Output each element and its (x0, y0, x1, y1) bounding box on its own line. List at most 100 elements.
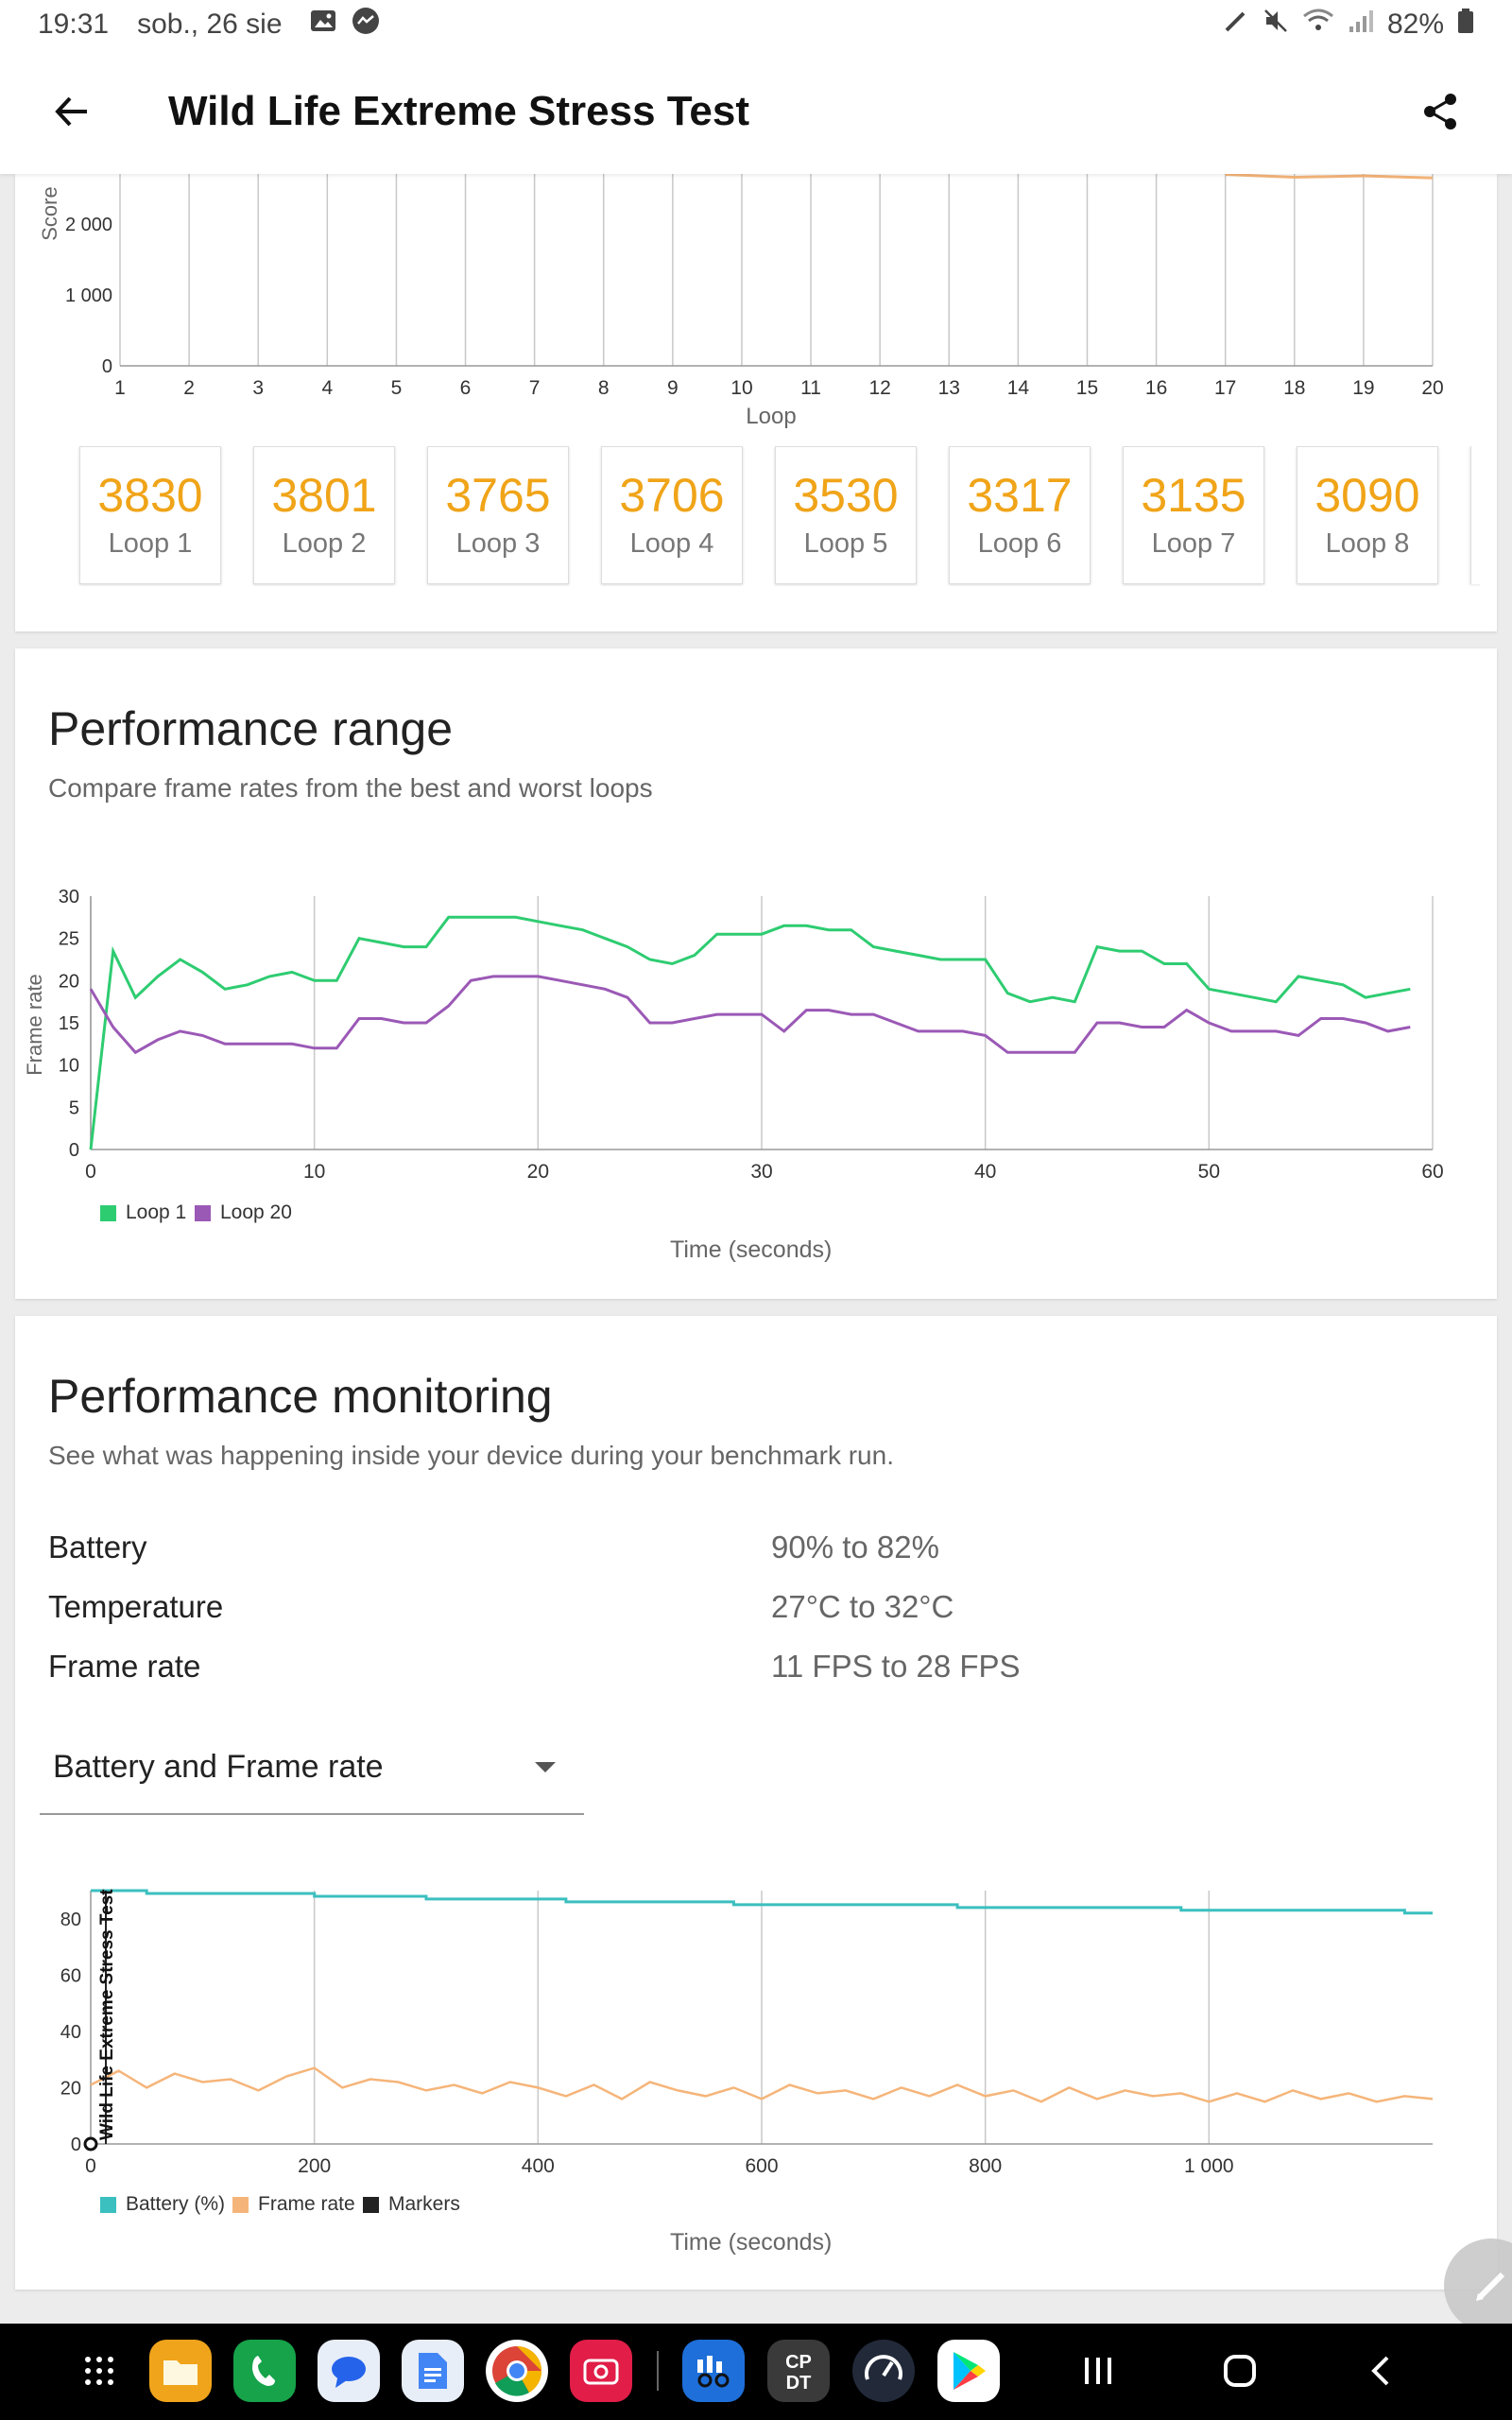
info-value-frame-rate: 11 FPS to 28 FPS (771, 1649, 1021, 1684)
back-nav-button[interactable] (1353, 2342, 1410, 2399)
x-tick-label: 7 (529, 377, 541, 399)
x-tick-label: 800 (969, 2155, 1002, 2177)
x-tick-label: 600 (745, 2155, 778, 2177)
performance-monitoring-subtitle: See what was happening inside your devic… (48, 1441, 894, 1470)
x-tick-label: 1 000 (1184, 2155, 1234, 2177)
loop1-series-line (89, 915, 1411, 1150)
status-time: 19:31 (38, 9, 110, 40)
score-series-line (1225, 174, 1434, 180)
dropdown-value: Battery and Frame rate (53, 1749, 384, 1785)
legend-framerate[interactable]: Frame rate (232, 2193, 355, 2216)
x-tick-label: 16 (1145, 377, 1167, 399)
cpu-dt-icon[interactable]: CP DT (767, 2340, 830, 2402)
loop-score-label: Loop 5 (803, 528, 888, 559)
y-tick-label: 15 (59, 1013, 79, 1034)
legend-swatch-markers (363, 2196, 379, 2213)
loop-score-card[interactable]: 3530 Loop 5 (775, 446, 917, 584)
x-tick-label: 10 (730, 377, 752, 399)
system-nav-bar (0, 2324, 1512, 2420)
legend-label: Frame rate (258, 2193, 355, 2215)
x-tick-label: 17 (1214, 377, 1236, 399)
legend-markers[interactable]: Markers (363, 2193, 460, 2216)
x-tick-label: 13 (938, 377, 960, 399)
loop-score-card[interactable]: 3765 Loop 3 (427, 446, 569, 584)
loop-score-card[interactable]: 3317 Loop 6 (949, 446, 1091, 584)
x-tick-label: 20 (527, 1161, 549, 1183)
legend-battery[interactable]: Battery (%) (100, 2193, 225, 2216)
info-value-battery: 90% to 82% (771, 1530, 939, 1564)
chevron-down-icon (535, 1762, 556, 1772)
mute-icon (1263, 8, 1289, 42)
pencil-icon (1476, 2272, 1505, 2301)
loop-score-card[interactable]: 3706 Loop 4 (601, 446, 743, 584)
loop-score-list[interactable]: 3830 Loop 1 3801 Loop 2 3765 Loop 3 3706 Loop 4… (62, 446, 1480, 586)
framerate-series-line (90, 2066, 1434, 2103)
performance-range-subtitle: Compare frame rates from the best and wo… (48, 773, 653, 803)
x-tick-label: 50 (1198, 1161, 1220, 1183)
battery-percent: 82% (1386, 9, 1444, 40)
play-store-icon[interactable] (937, 2340, 1000, 2402)
speedometer-icon[interactable] (852, 2340, 915, 2402)
legend-label: Markers (388, 2193, 460, 2215)
home-button[interactable] (1211, 2342, 1268, 2399)
loop-score-label: Loop 7 (1151, 528, 1236, 559)
x-tick-label: 5 (391, 377, 403, 399)
chart-type-dropdown[interactable]: Battery and Frame rate (40, 1720, 584, 1815)
chrome-icon[interactable] (486, 2340, 548, 2402)
phone-icon[interactable] (233, 2340, 296, 2402)
loop-score-card[interactable]: 3801 Loop 2 (253, 446, 395, 584)
y-axis-title: Score (38, 186, 61, 240)
share-button[interactable] (1410, 81, 1470, 142)
back-button[interactable] (42, 81, 102, 142)
docs-icon[interactable] (402, 2340, 464, 2402)
loop-score-value: 3765 (445, 469, 551, 522)
info-value-temperature: 27°C to 32°C (771, 1589, 954, 1624)
legend-label: Battery (%) (126, 2193, 226, 2215)
y-tick-label: 1 000 (65, 285, 112, 306)
x-tick-label: 40 (974, 1161, 996, 1183)
legend-loop1[interactable]: Loop 1 (100, 1201, 186, 1224)
apps-grid-icon[interactable] (68, 2340, 130, 2402)
y-tick-label: 60 (60, 1965, 81, 1986)
x-tick-label: 30 (750, 1161, 772, 1183)
loop-score-value: 3317 (967, 469, 1073, 522)
loop-score-card[interactable]: 3135 Loop 7 (1123, 446, 1264, 584)
loop20-series-line (89, 975, 1411, 1055)
performance-range-card: Performance range Compare frame rates fr… (15, 648, 1497, 1299)
wifi-icon (1302, 8, 1334, 42)
loop-score-card-partial[interactable] (1470, 446, 1480, 584)
loop-score-label: Loop 3 (455, 528, 541, 559)
legend-loop20[interactable]: Loop 20 (195, 1201, 292, 1224)
y-tick-label: 80 (60, 1910, 81, 1930)
camera-icon[interactable] (570, 2340, 632, 2402)
files-icon[interactable] (149, 2340, 212, 2402)
x-axis-title: Time (seconds) (670, 2229, 833, 2256)
x-tick-label: 60 (1421, 1161, 1443, 1183)
battery-series-line (91, 1889, 1433, 1915)
loop-score-card[interactable]: 3090 Loop 8 (1297, 446, 1438, 584)
loop-score-label: Loop 8 (1325, 528, 1410, 559)
loop-score-card[interactable]: 3830 Loop 1 (79, 446, 221, 584)
legend-label: Loop 1 (126, 1201, 187, 1223)
edit-fab-button[interactable] (1444, 2238, 1512, 2333)
x-axis-title: Loop (746, 404, 796, 429)
messages-icon[interactable] (318, 2340, 380, 2402)
performance-monitoring-card: Performance monitoring See what was happ… (15, 1316, 1497, 2290)
battery-icon (1457, 8, 1474, 42)
legend-label: Loop 20 (220, 1201, 292, 1223)
x-tick-label: 18 (1283, 377, 1305, 399)
x-tick-label: 19 (1352, 377, 1374, 399)
dock-divider (657, 2351, 659, 2391)
loop-score-label: Loop 6 (977, 528, 1062, 559)
loop-score-value: 3801 (271, 469, 377, 522)
marker-label: Wild Life Extreme Stress Test (97, 1889, 117, 2140)
x-tick-label: 6 (460, 377, 472, 399)
loop-score-value: 3706 (619, 469, 725, 522)
recent-apps-button[interactable] (1070, 2342, 1126, 2399)
benchmark-icon[interactable] (682, 2340, 745, 2402)
x-tick-label: 1 (114, 377, 126, 399)
y-tick-label: 20 (59, 971, 79, 992)
performance-range-title: Performance range (48, 702, 454, 755)
